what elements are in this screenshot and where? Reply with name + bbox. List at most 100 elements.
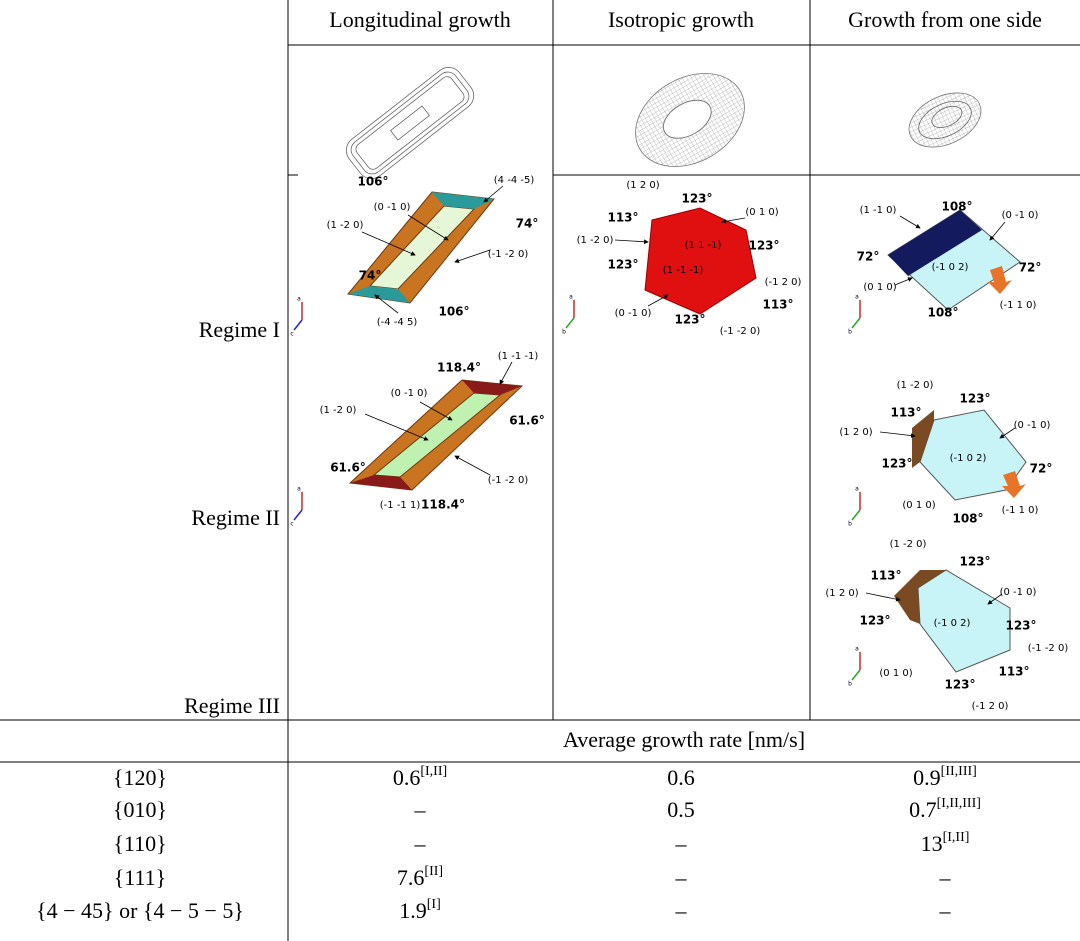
rate-note: [I,II,III] (937, 796, 981, 811)
axis-triad: ac (290, 486, 303, 528)
face-label: (-1 -2 0) (488, 475, 529, 486)
axis-label: b (562, 329, 566, 336)
face-label: (0 1 0) (745, 207, 778, 218)
face-label: (-4 -4 5) (377, 317, 418, 328)
rate-cell: 1.9[I] (399, 897, 441, 923)
rate-note: [I] (427, 897, 441, 912)
rate-cell: – (675, 831, 688, 856)
angle-label: 108° (941, 200, 972, 214)
axis-label: a (297, 296, 301, 303)
face-label: (1 -1 -1) (663, 265, 704, 276)
table-title: Average growth rate [nm/s] (563, 727, 805, 752)
rate-cell: – (939, 865, 952, 890)
axis-label: a (855, 646, 859, 653)
angle-label: 123° (959, 555, 990, 569)
angle-label: 74° (516, 217, 539, 231)
angle-label: 106° (438, 305, 469, 319)
face-label: (1 -2 0) (577, 235, 614, 246)
face-label: (-1 -1 1) (380, 500, 421, 511)
angle-label: 61.6° (330, 461, 366, 475)
axis-triad: ac (290, 296, 303, 338)
rate-note: [I,II] (420, 764, 447, 779)
axis-label: c (290, 331, 293, 338)
axis-arrow (851, 317, 861, 329)
rate-cell: 0.5 (667, 797, 695, 822)
angle-label: 123° (944, 678, 975, 692)
face-label: (-1 -2 0) (720, 326, 761, 337)
face-label: (0 -1 0) (1002, 210, 1039, 221)
rate-cell: 0.7[I,II,III] (909, 796, 981, 822)
regime-label: Regime III (184, 693, 280, 718)
axis-arrow (293, 509, 303, 521)
face-label: (-1 1 0) (1000, 300, 1037, 311)
rate-value: 0.7 (909, 797, 937, 822)
face-label: (-1 0 2) (932, 262, 969, 273)
rate-value: – (675, 898, 688, 923)
angle-label: 118.4° (437, 361, 481, 375)
rate-cell: – (414, 797, 427, 822)
axis-label: c (290, 521, 293, 528)
angle-label: 123° (607, 258, 638, 272)
angle-label: 108° (952, 512, 983, 526)
rate-value: – (675, 831, 688, 856)
axis-label: b (848, 681, 852, 688)
facet-label: {4 − 45} or {4 − 5 − 5} (36, 898, 244, 923)
axis-label: a (297, 486, 301, 493)
rate-value: – (414, 831, 427, 856)
angle-label: 123° (859, 614, 890, 628)
face-label: (-1 1 0) (1002, 505, 1039, 516)
regime-label: Regime II (191, 505, 280, 530)
angle-label: 106° (357, 175, 388, 189)
rate-cell: – (675, 898, 688, 923)
angle-label: 123° (674, 313, 705, 327)
face-label: (1 -1 -1) (498, 351, 539, 362)
axis-label: a (855, 486, 859, 493)
face-label: (1 -2 0) (897, 380, 934, 391)
axis-arrow (565, 317, 575, 329)
crystal-shapes (347, 191, 1027, 673)
face-label: (-1 2 0) (765, 277, 802, 288)
rate-cell: 0.9[II,III] (913, 764, 977, 790)
face-label: (0 -1 0) (1000, 587, 1037, 598)
axis-label: a (855, 294, 859, 301)
axis-triad: ab (562, 294, 575, 336)
axis-triad: ab (848, 486, 861, 528)
angle-label: 113° (607, 211, 638, 225)
regime-label: Regime I (199, 317, 280, 342)
face-label: (0 1 0) (863, 282, 896, 293)
angle-label: 123° (748, 239, 779, 253)
rate-value: 0.6 (393, 765, 421, 790)
angle-label: 118.4° (421, 498, 465, 512)
column-header: Growth from one side (848, 7, 1042, 32)
angle-label: 113° (762, 298, 793, 312)
facet-label: {110} (113, 831, 166, 856)
angle-label: 123° (1005, 619, 1036, 633)
sketches (345, 67, 982, 179)
rate-value: 13 (921, 831, 943, 856)
angle-label: 61.6° (509, 414, 545, 428)
angle-label: 72° (857, 250, 880, 264)
column-header: Longitudinal growth (329, 7, 510, 32)
face-label: (1 -2 0) (890, 539, 927, 550)
angle-label: 113° (890, 406, 921, 420)
face-label: (0 -1 0) (374, 202, 411, 213)
axis-label: b (848, 329, 852, 336)
rate-cell: – (414, 831, 427, 856)
angle-label: 72° (1019, 261, 1042, 275)
axis-label: b (848, 521, 852, 528)
axis-arrow (293, 319, 303, 331)
face-label: (1 -2 0) (320, 405, 357, 416)
rate-cell: 0.6 (667, 765, 695, 790)
rate-note: [II] (424, 864, 443, 879)
face-label: (1 1 -1) (685, 240, 722, 251)
rate-value: – (675, 865, 688, 890)
face-label: (1 -1 0) (860, 205, 897, 216)
face-label: (-1 -2 0) (488, 249, 529, 260)
face-label: (1 2 0) (839, 427, 872, 438)
rate-cell: – (675, 865, 688, 890)
face-label: (1 2 0) (626, 180, 659, 191)
rate-value: 0.5 (667, 797, 695, 822)
rate-value: 0.9 (913, 765, 941, 790)
